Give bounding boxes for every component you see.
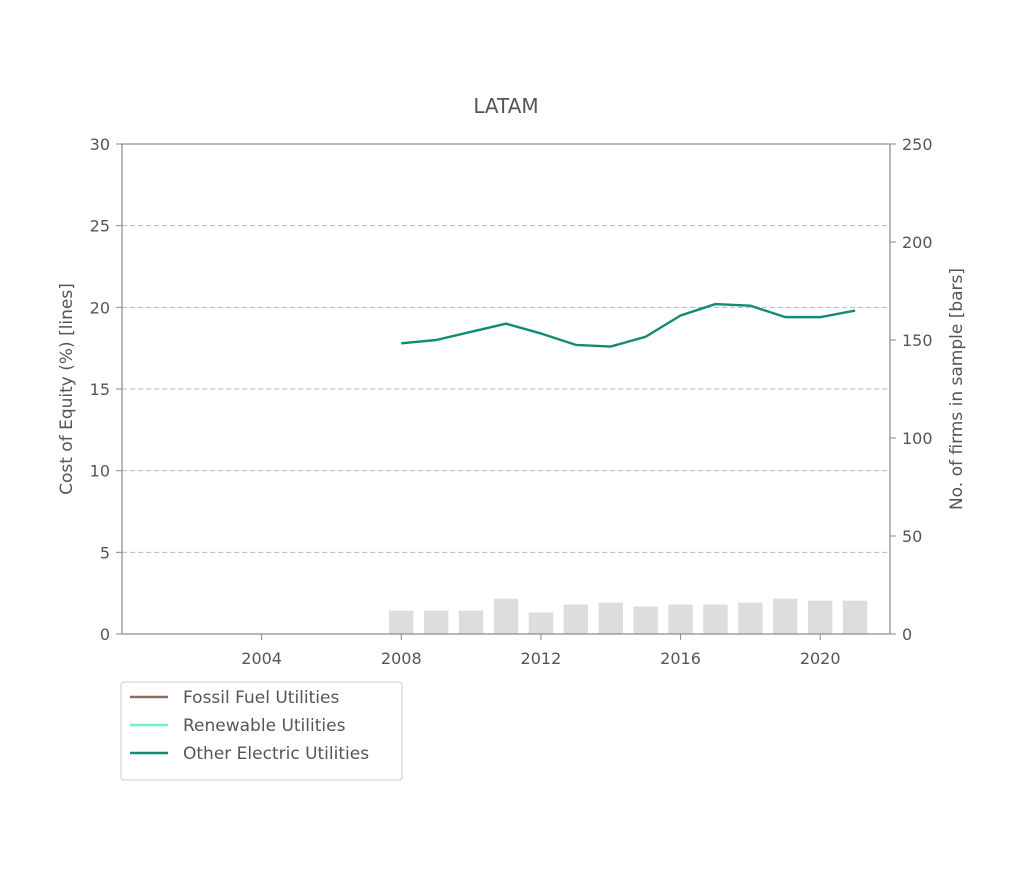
y-right-tick-label: 0: [902, 625, 912, 644]
legend-entry: Renewable Utilities: [183, 716, 346, 736]
x-axis-ticks: 2004 2008 2012 2016 2020: [241, 634, 841, 668]
bar-series: [389, 598, 868, 634]
y-left-tick-label: 15: [90, 380, 110, 399]
bar: [563, 604, 589, 634]
bar: [458, 610, 484, 634]
y-left-tick-label: 20: [90, 298, 110, 317]
y-left-axis-ticks: 0 5 10 15 20 25 30: [90, 135, 122, 644]
y-left-axis-label: Cost of Equity (%) [lines]: [57, 283, 77, 495]
y-right-tick-label: 250: [902, 135, 933, 154]
bar: [493, 598, 519, 634]
series-line: [401, 302, 856, 348]
y-right-tick-label: 150: [902, 331, 933, 350]
y-right-tick-label: 200: [902, 233, 933, 252]
bar: [668, 604, 693, 634]
chart-title: LATAM: [473, 94, 538, 118]
y-left-tick-label: 30: [90, 135, 110, 154]
bar: [389, 610, 414, 634]
y-left-tick-label: 0: [100, 625, 110, 644]
bar: [423, 610, 449, 634]
y-right-axis-label: No. of firms in sample [bars]: [947, 268, 967, 510]
y-left-tick-label: 10: [90, 462, 110, 481]
y-right-axis-ticks: 0 50 100 150 200 250: [890, 135, 933, 644]
x-tick-label: 2020: [800, 649, 841, 668]
x-tick-label: 2008: [381, 649, 422, 668]
legend-box: [120, 681, 403, 781]
line-series: [401, 302, 856, 348]
legend-entry: Other Electric Utilities: [183, 744, 369, 764]
y-left-tick-label: 25: [90, 217, 110, 236]
x-tick-label: 2016: [660, 649, 701, 668]
bar: [633, 606, 658, 634]
y-right-tick-label: 50: [902, 527, 922, 546]
y-right-tick-label: 100: [902, 429, 933, 448]
x-tick-label: 2012: [521, 649, 562, 668]
bar: [842, 600, 868, 634]
bar: [598, 602, 623, 634]
bar: [528, 612, 554, 634]
legend-entry: Fossil Fuel Utilities: [183, 688, 339, 708]
bar: [773, 598, 798, 634]
y-left-tick-label: 5: [100, 543, 110, 562]
bar: [807, 600, 833, 634]
x-tick-label: 2004: [241, 649, 282, 668]
legend: Fossil Fuel Utilities Renewable Utilities…: [120, 681, 403, 781]
bar: [738, 602, 763, 634]
grid-lines: [122, 225, 890, 553]
bar: [703, 604, 728, 634]
